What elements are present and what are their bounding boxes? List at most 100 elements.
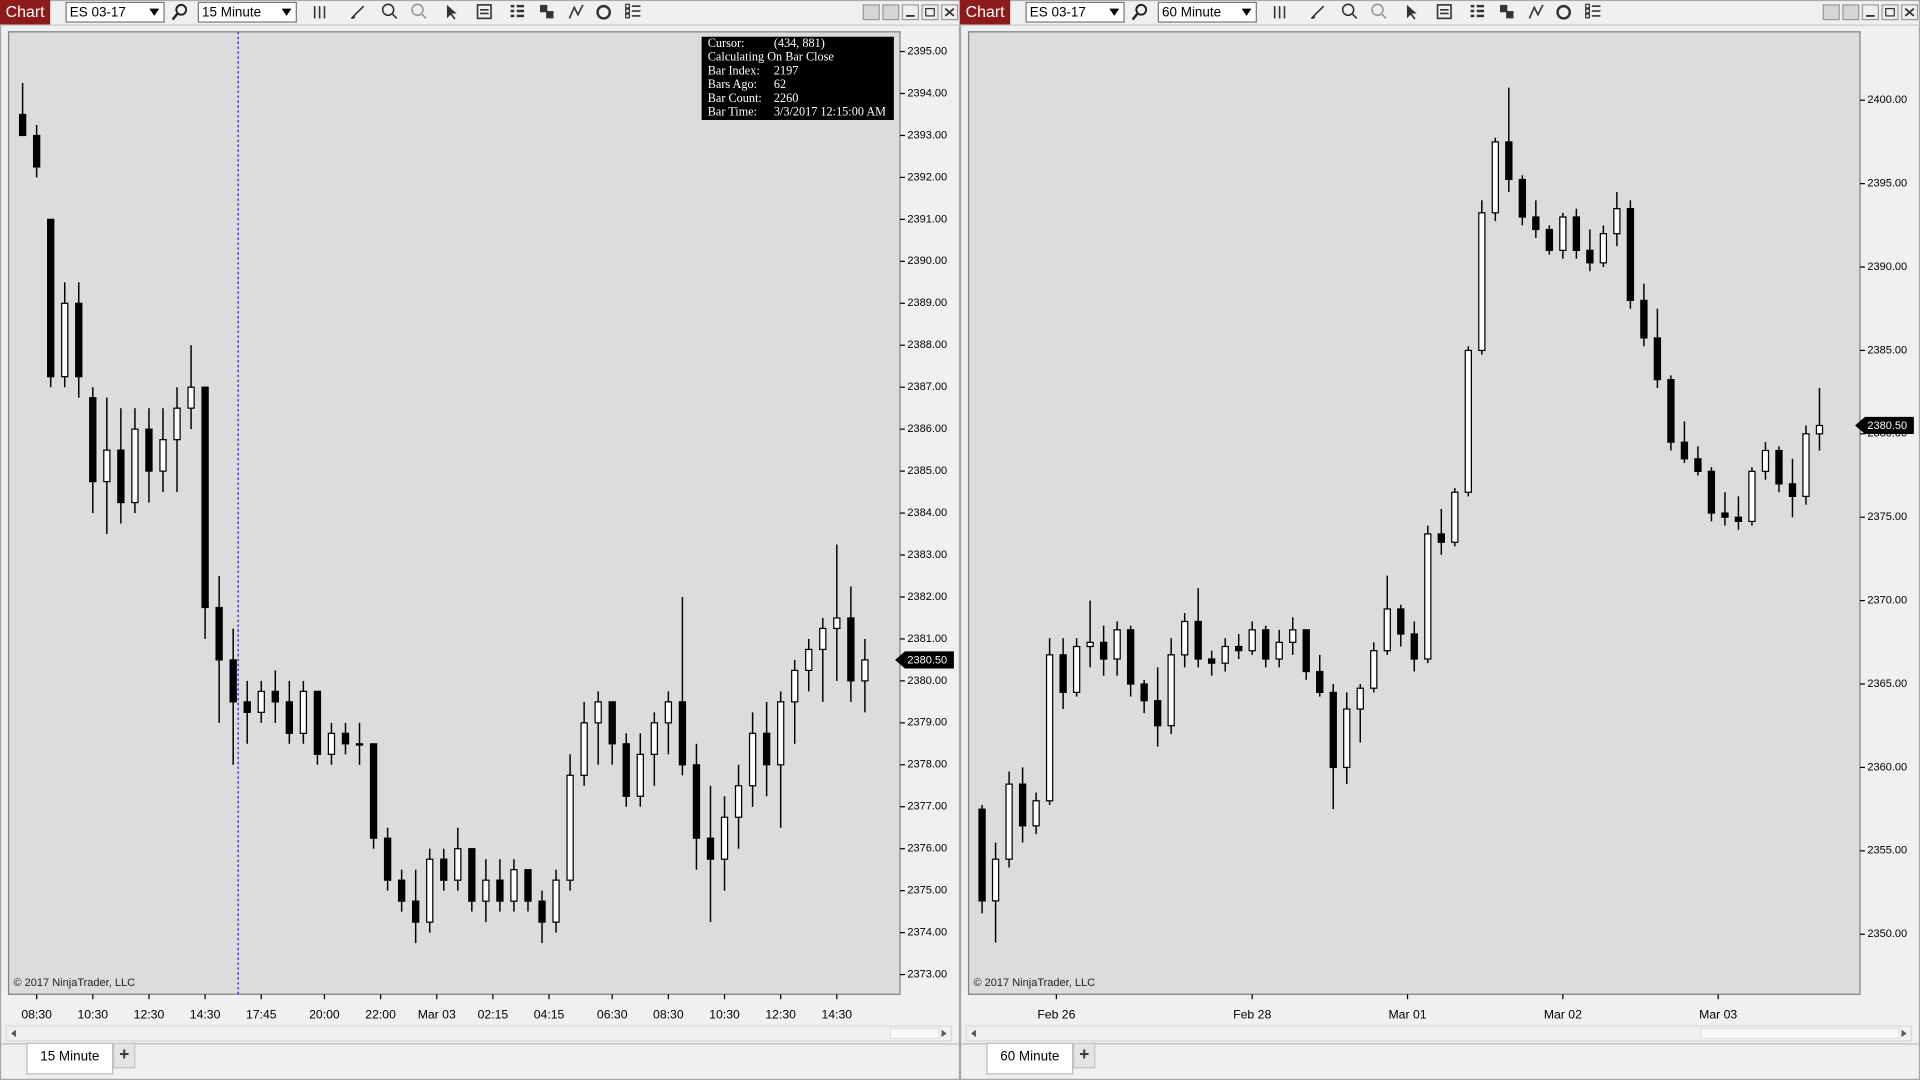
toolbar-button[interactable]: [313, 6, 326, 19]
window-button-box[interactable]: [862, 4, 880, 21]
window-button[interactable]: [1881, 4, 1899, 21]
chart-tab-label[interactable]: 60 Minute: [1000, 1048, 1059, 1063]
icon-stroke: [510, 4, 515, 8]
toolbar-button[interactable]: [411, 3, 427, 19]
window-button-box[interactable]: [1842, 4, 1860, 21]
search-icon[interactable]: [1131, 12, 1139, 21]
toolbar-button[interactable]: [476, 4, 492, 20]
toolbar-button[interactable]: [446, 4, 457, 20]
scroll-left[interactable]: [971, 1029, 976, 1038]
toolbar-button[interactable]: [540, 4, 554, 19]
search-icon[interactable]: [175, 3, 188, 16]
toolbar-button[interactable]: [1528, 4, 1544, 19]
toolbar-button[interactable]: [1341, 3, 1358, 19]
data-box: Cursor: (434, 881)Calculating On Bar Clos…: [701, 36, 894, 120]
window-button-box[interactable]: [1881, 4, 1899, 21]
scrollbar-track[interactable]: [5, 1025, 953, 1042]
toolbar-button[interactable]: [1470, 4, 1485, 18]
toolbar-button[interactable]: [1310, 5, 1325, 20]
toolbar-button[interactable]: [1371, 3, 1387, 19]
window-button[interactable]: [901, 4, 919, 21]
toolbar-button[interactable]: [625, 3, 641, 19]
window-button-glyph[interactable]: [1904, 7, 1915, 17]
chart-tab[interactable]: 15 Minute: [26, 1042, 114, 1075]
candle-body: [454, 848, 462, 881]
interval-select[interactable]: 60 Minute: [1157, 1, 1257, 23]
chart-tab[interactable]: 60 Minute: [986, 1042, 1074, 1075]
window-button[interactable]: [1822, 4, 1840, 21]
window-button-box[interactable]: [1822, 4, 1840, 21]
window-button-glyph[interactable]: [1885, 7, 1895, 17]
scroll-right[interactable]: [941, 1029, 947, 1038]
instrument-select-value[interactable]: ES 03-17: [70, 4, 126, 19]
scroll-right[interactable]: [1901, 1029, 1907, 1038]
toolbar-button[interactable]: [350, 5, 365, 20]
candle-body: [847, 617, 855, 682]
add-tab-button[interactable]: +: [1073, 1042, 1096, 1069]
window-button[interactable]: [1861, 4, 1879, 21]
scroll-left[interactable]: [11, 1029, 16, 1038]
window-button[interactable]: [921, 4, 939, 21]
chart-tab-label[interactable]: 15 Minute: [40, 1048, 99, 1063]
window-button-box[interactable]: [901, 4, 919, 21]
toolbar-button[interactable]: [1406, 4, 1417, 20]
window-button[interactable]: [1842, 4, 1860, 21]
window-button[interactable]: [1901, 4, 1919, 21]
scrollbar-track[interactable]: [965, 1025, 1913, 1042]
window-button[interactable]: [941, 4, 959, 21]
window-button-box[interactable]: [1861, 4, 1879, 21]
interval-select-box[interactable]: [197, 1, 297, 23]
toolbar-button[interactable]: [381, 3, 398, 19]
window-button-box[interactable]: [921, 4, 939, 21]
interval-select-arrow[interactable]: [1241, 8, 1252, 16]
chart-badge-label: Chart: [6, 4, 45, 21]
window-button-box[interactable]: [882, 4, 900, 21]
toolbar-button[interactable]: [510, 4, 525, 18]
scrollbar-thumb[interactable]: [1700, 1027, 1900, 1039]
interval-select[interactable]: 15 Minute: [197, 1, 297, 23]
interval-select-value[interactable]: 60 Minute: [1162, 4, 1221, 19]
toolbar-button[interactable]: [568, 4, 584, 19]
candle-body: [1235, 645, 1243, 652]
chart-tab-box[interactable]: [26, 1042, 114, 1075]
chart-tab-box[interactable]: [986, 1042, 1074, 1075]
interval-select-arrow[interactable]: [281, 8, 292, 16]
icon-stroke: [350, 5, 365, 19]
candle-body: [1734, 516, 1743, 523]
search-icon[interactable]: [1135, 3, 1148, 16]
toolbar-button[interactable]: [1500, 4, 1514, 19]
candle-body: [1748, 470, 1756, 523]
window-button-glyph[interactable]: [925, 7, 935, 17]
instrument-select-box[interactable]: [65, 1, 165, 23]
candle-body: [229, 659, 237, 703]
horizontal-scrollbar[interactable]: [5, 1025, 953, 1042]
add-tab-label[interactable]: +: [1079, 1044, 1089, 1064]
add-tab-box[interactable]: [113, 1042, 136, 1069]
search-icon[interactable]: [171, 12, 179, 21]
window-button[interactable]: [882, 4, 900, 21]
toolbar-button[interactable]: [596, 4, 612, 20]
instrument-select-box[interactable]: [1025, 1, 1125, 23]
instrument-select-arrow[interactable]: [149, 8, 160, 16]
instrument-select[interactable]: ES 03-17: [65, 1, 165, 23]
instrument-select-arrow[interactable]: [1109, 8, 1120, 16]
search-button[interactable]: [1131, 3, 1148, 21]
scrollbar-thumb[interactable]: [889, 1027, 940, 1039]
interval-select-box[interactable]: [1157, 1, 1257, 23]
add-tab-box[interactable]: [1073, 1042, 1096, 1069]
window-button[interactable]: [862, 4, 880, 21]
add-tab-label[interactable]: +: [119, 1044, 129, 1064]
instrument-select[interactable]: ES 03-17: [1025, 1, 1125, 23]
horizontal-scrollbar[interactable]: [965, 1025, 1913, 1042]
search-button[interactable]: [171, 3, 188, 21]
add-tab-button[interactable]: +: [113, 1042, 136, 1069]
candle-body: [1099, 641, 1108, 660]
interval-select-value[interactable]: 15 Minute: [202, 4, 261, 19]
window-button-glyph[interactable]: [944, 7, 955, 17]
instrument-select-value[interactable]: ES 03-17: [1030, 4, 1086, 19]
candle-body: [89, 397, 97, 483]
toolbar-button[interactable]: [1273, 6, 1286, 19]
toolbar-button[interactable]: [1436, 4, 1452, 20]
toolbar-button[interactable]: [1556, 4, 1572, 20]
toolbar-button[interactable]: [1585, 3, 1601, 19]
